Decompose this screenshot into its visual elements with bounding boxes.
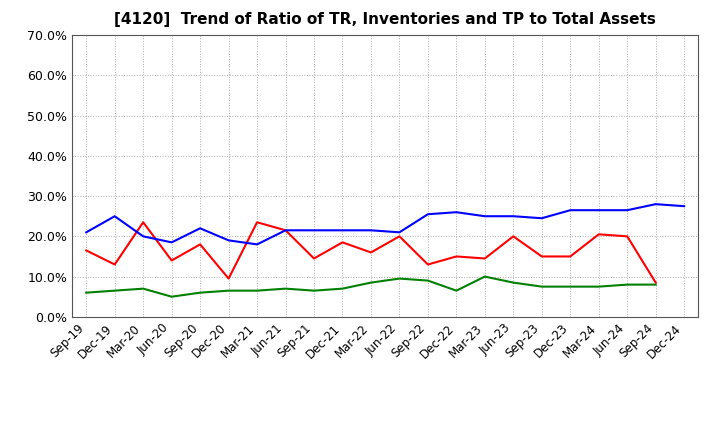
Trade Receivables [82,248,91,253]
Line: Trade Payables: Trade Payables [86,277,656,297]
Line: Trade Receivables: Trade Receivables [86,222,656,282]
Trade Payables [310,288,318,293]
Inventories [423,212,432,217]
Trade Receivables [366,250,375,255]
Trade Payables [225,288,233,293]
Inventories [566,208,575,213]
Trade Receivables [139,220,148,225]
Trade Payables [480,274,489,279]
Trade Payables [395,276,404,281]
Inventories [167,240,176,245]
Trade Receivables [652,280,660,285]
Trade Payables [82,290,91,295]
Trade Receivables [282,227,290,233]
Title: [4120]  Trend of Ratio of TR, Inventories and TP to Total Assets: [4120] Trend of Ratio of TR, Inventories… [114,12,656,27]
Trade Payables [452,288,461,293]
Trade Payables [110,288,119,293]
Trade Receivables [537,254,546,259]
Inventories [595,208,603,213]
Trade Payables [196,290,204,295]
Trade Receivables [310,256,318,261]
Line: Inventories: Inventories [86,204,684,244]
Trade Receivables [338,240,347,245]
Trade Payables [366,280,375,285]
Inventories [680,204,688,209]
Trade Payables [139,286,148,291]
Inventories [139,234,148,239]
Inventories [537,216,546,221]
Inventories [82,230,91,235]
Trade Receivables [167,258,176,263]
Inventories [225,238,233,243]
Trade Payables [167,294,176,299]
Inventories [509,213,518,219]
Trade Receivables [480,256,489,261]
Trade Receivables [225,276,233,281]
Trade Receivables [253,220,261,225]
Inventories [452,209,461,215]
Inventories [310,227,318,233]
Trade Payables [282,286,290,291]
Inventories [480,213,489,219]
Trade Payables [566,284,575,289]
Trade Payables [253,288,261,293]
Trade Receivables [566,254,575,259]
Trade Receivables [196,242,204,247]
Trade Payables [652,282,660,287]
Trade Payables [595,284,603,289]
Inventories [366,227,375,233]
Inventories [253,242,261,247]
Trade Receivables [110,262,119,267]
Trade Payables [423,278,432,283]
Trade Receivables [595,232,603,237]
Inventories [110,213,119,219]
Inventories [395,230,404,235]
Trade Receivables [395,234,404,239]
Trade Payables [537,284,546,289]
Trade Payables [509,280,518,285]
Trade Payables [338,286,347,291]
Trade Receivables [509,234,518,239]
Inventories [623,208,631,213]
Inventories [282,227,290,233]
Trade Receivables [423,262,432,267]
Trade Receivables [452,254,461,259]
Inventories [652,202,660,207]
Trade Receivables [623,234,631,239]
Inventories [196,226,204,231]
Inventories [338,227,347,233]
Trade Payables [623,282,631,287]
